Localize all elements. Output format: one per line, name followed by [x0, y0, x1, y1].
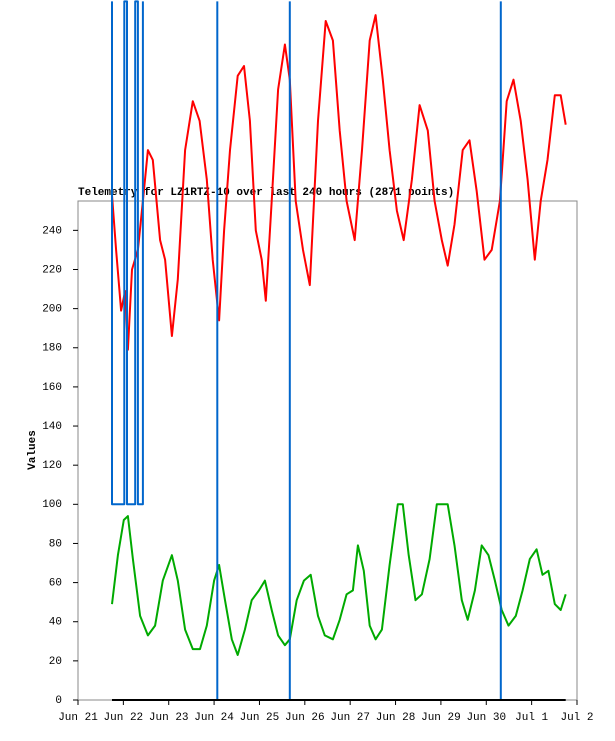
y-tick-label: 40 [49, 617, 62, 629]
y-tick-label: 120 [42, 460, 62, 472]
y-tick-label: 100 [42, 499, 62, 511]
y-tick-label: 140 [42, 421, 62, 433]
y-tick-label: 200 [42, 304, 62, 316]
x-tick-label: Jul 1 [515, 712, 548, 724]
y-tick-label: 60 [49, 577, 62, 589]
plot-frame [77, 200, 578, 701]
y-tick-label: 160 [42, 382, 62, 394]
x-tick-label: Jun 30 [466, 712, 506, 724]
y-axis-label: Values [27, 430, 39, 470]
series-line [111, 0, 502, 700]
x-tick-label: Jun 27 [330, 712, 370, 724]
x-tick-label: Jun 22 [104, 712, 144, 724]
series-line [111, 14, 567, 351]
x-tick-label: Jun 28 [376, 712, 416, 724]
x-tick-label: Jun 26 [285, 712, 325, 724]
y-tick-label: 180 [42, 343, 62, 355]
x-tick-label: Jul 2 [560, 712, 593, 724]
y-tick-label: 240 [42, 225, 62, 237]
x-tick-label: Jun 25 [240, 712, 280, 724]
x-tick-label: Jun 24 [194, 712, 234, 724]
chart-title: Telemetry for LZ1RTZ-10 over last 240 ho… [78, 187, 454, 199]
y-tick-label: 20 [49, 656, 62, 668]
y-tick-label: 220 [42, 264, 62, 276]
y-tick-label: 80 [49, 538, 62, 550]
series-line [111, 503, 567, 656]
y-tick-label: 0 [55, 695, 62, 707]
x-tick-label: Jun 23 [149, 712, 189, 724]
x-tick-label: Jun 29 [421, 712, 461, 724]
x-tick-label: Jun 21 [58, 712, 98, 724]
